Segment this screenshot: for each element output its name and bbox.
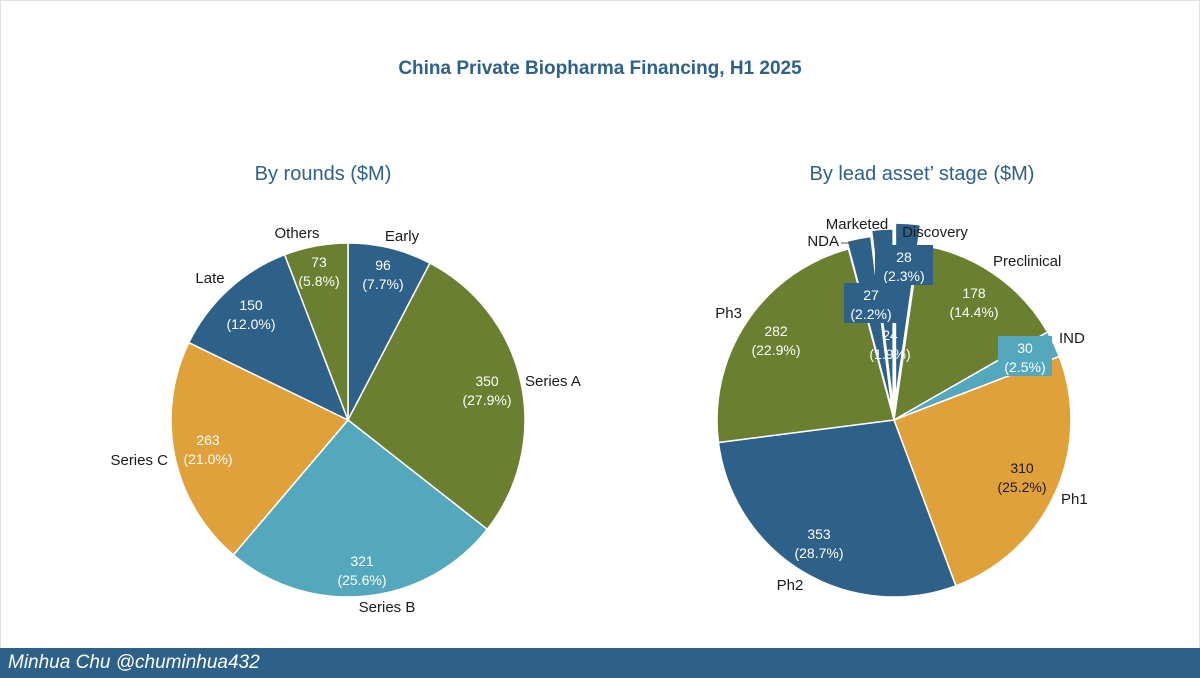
- rounds-chart-title: By rounds ($M): [254, 163, 392, 185]
- category-label-ind: IND: [1059, 330, 1085, 347]
- pie-slice-series-a: [347, 262, 526, 531]
- stage-pie-chart: 28 (2.3%) 178 (14.4%) 30 (2.5%) 310 (25.2%) 353 (…: [715, 216, 1088, 598]
- value-label-preclinical: 178: [962, 285, 986, 301]
- percent-label-series-b: (25.6%): [337, 572, 386, 588]
- stage-chart-title: By lead asset’ stage ($M): [809, 163, 1035, 185]
- category-label-preclinical: Preclinical: [993, 253, 1061, 270]
- pie-slice-ph2: [717, 419, 957, 598]
- percent-label-ph3: (22.9%): [751, 342, 800, 358]
- value-label-marketed: 24: [882, 327, 898, 343]
- pie-slice-series-c: [170, 341, 350, 556]
- percent-label-nda: (2.2%): [850, 306, 891, 322]
- rounds-pie-chart: 96 (7.7%) 350 (27.9%) 321 (25.6%) 263 (21.0%) 15…: [110, 225, 581, 616]
- category-label-early: Early: [385, 228, 420, 245]
- category-label-series-b: Series B: [359, 599, 416, 616]
- percent-label-series-c: (21.0%): [183, 451, 232, 467]
- value-label-early: 96: [375, 257, 391, 273]
- pie-slice-others: [283, 242, 349, 421]
- value-label-box: [875, 245, 933, 285]
- value-label-others: 73: [311, 254, 327, 270]
- main-title: China Private Biopharma Financing, H1 20…: [398, 58, 802, 79]
- category-label-series-c: Series C: [110, 452, 168, 469]
- pie-slice-ph1: [893, 355, 1072, 587]
- value-label-series-b: 321: [350, 553, 374, 569]
- percent-label-discovery: (2.3%): [883, 268, 924, 284]
- author-credit: Minhua Chu @chuminhua432: [8, 652, 260, 673]
- percent-label-ind: (2.5%): [1004, 359, 1045, 375]
- category-label-marketed: Marketed: [826, 216, 889, 233]
- category-label-nda: NDA: [807, 233, 839, 250]
- percent-label-late: (12.0%): [226, 316, 275, 332]
- value-label-ph1: 310: [1010, 460, 1034, 476]
- percent-label-ph1: (25.2%): [997, 479, 1046, 495]
- percent-label-preclinical: (14.4%): [949, 304, 998, 320]
- percent-label-early: (7.7%): [362, 276, 403, 292]
- value-label-discovery: 28: [896, 249, 912, 265]
- category-label-late: Late: [195, 270, 224, 287]
- percent-label-series-a: (27.9%): [462, 392, 511, 408]
- pie-slice-nda: [846, 235, 894, 413]
- category-label-ph3: Ph3: [715, 305, 742, 322]
- category-label-series-a: Series A: [525, 373, 581, 390]
- category-label-discovery: Discovery: [902, 224, 968, 241]
- category-label-ph2: Ph2: [777, 577, 804, 594]
- value-label-box: [844, 283, 898, 323]
- percent-label-ph2: (28.7%): [794, 545, 843, 561]
- value-label-late: 150: [239, 297, 263, 313]
- value-label-series-a: 350: [475, 373, 499, 389]
- value-label-box: [998, 336, 1052, 376]
- value-label-nda: 27: [863, 287, 879, 303]
- pie-slice-series-b: [232, 418, 489, 598]
- percent-label-others: (5.8%): [298, 273, 339, 289]
- value-label-ph2: 353: [807, 526, 831, 542]
- category-label-others: Others: [274, 225, 319, 242]
- percent-label-marketed: (1.9%): [869, 346, 910, 362]
- category-label-ph1: Ph1: [1061, 491, 1088, 508]
- value-label-ind: 30: [1017, 340, 1033, 356]
- value-label-series-c: 263: [196, 432, 220, 448]
- pie-slice-late: [187, 253, 350, 422]
- footer-bar: Minhua Chu @chuminhua432: [0, 648, 1200, 678]
- value-label-ph3: 282: [764, 323, 788, 339]
